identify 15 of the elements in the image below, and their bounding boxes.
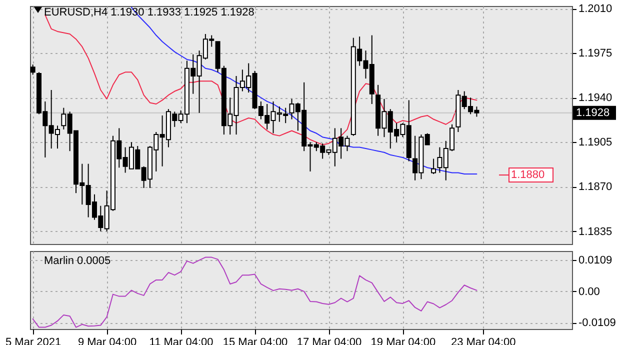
line-series xyxy=(32,256,478,328)
y-tick-label: 1.2010 xyxy=(578,3,612,16)
chart-title: Marlin 0.0005 xyxy=(44,255,111,267)
y-tick-label: 1.1835 xyxy=(578,226,612,238)
y-tick-label: 0.00 xyxy=(578,286,600,298)
candlestick xyxy=(431,158,436,174)
y-tick-label: 1.1975 xyxy=(578,48,612,60)
annotation: 1.1880 xyxy=(511,169,545,181)
y-tick-label: -0.0109 xyxy=(578,317,616,330)
y-tick-label: 1.1940 xyxy=(578,92,612,104)
y-tick-label: 1.1905 xyxy=(578,136,612,149)
candlestick xyxy=(30,64,36,76)
y-tick-label: 1.1870 xyxy=(578,181,612,194)
y-tick-label: 0.0109 xyxy=(578,254,612,267)
ref-line-label: 1.1928 xyxy=(576,106,610,119)
